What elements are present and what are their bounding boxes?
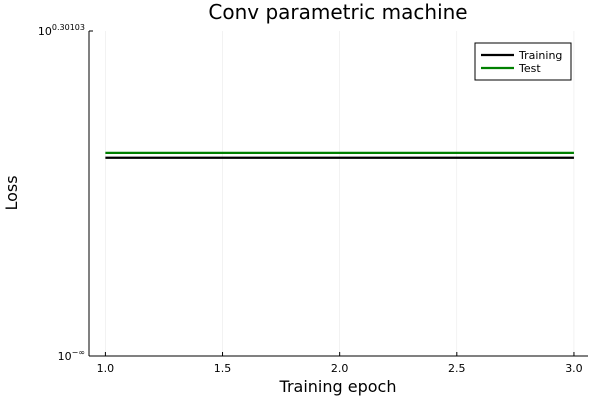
legend-box	[474, 42, 572, 81]
x-tick-label: 2.0	[331, 362, 349, 375]
y-tick-label: 100.30103	[38, 23, 85, 38]
x-tick-label: 2.5	[448, 362, 466, 375]
grid	[105, 31, 575, 356]
x-tick-label: 3.0	[565, 362, 583, 375]
legend-label-training: Training	[518, 49, 562, 62]
x-tick-label: 1.0	[97, 362, 115, 375]
x-axis-label: Training epoch	[279, 377, 397, 396]
y-tick-exponent: 0.30103	[52, 23, 85, 32]
x-tick-label: 1.5	[214, 362, 232, 375]
y-tick-base: 10	[38, 25, 52, 38]
y-tick-exponent: −∞	[72, 348, 85, 357]
y-tick-label: 10−∞	[58, 348, 85, 363]
y-axis-label: Loss	[2, 175, 21, 210]
chart-title: Conv parametric machine	[208, 0, 467, 24]
x-ticks: 1.0 1.5 2.0 2.5 3.0	[97, 352, 583, 375]
series-layer	[105, 151, 574, 159]
y-tick-base: 10	[58, 350, 72, 363]
legend-label-test: Test	[518, 62, 541, 75]
